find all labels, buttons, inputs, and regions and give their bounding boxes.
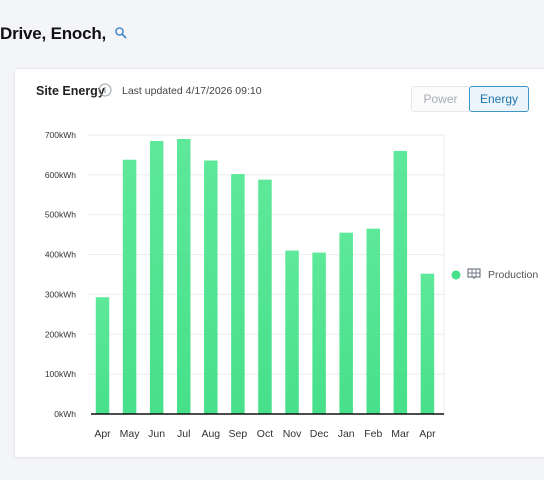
y-tick-label: 300kWh xyxy=(45,289,76,299)
x-tick-label: Feb xyxy=(364,428,382,440)
page-header: Drive, Enoch, xyxy=(0,22,106,46)
legend-marker xyxy=(451,270,461,280)
y-tick-label: 200kWh xyxy=(45,329,76,339)
site-title: Drive, Enoch, xyxy=(0,24,107,43)
x-tick-label: Sep xyxy=(229,428,248,440)
x-tick-label: Dec xyxy=(310,428,329,440)
bars-layer xyxy=(95,138,435,414)
bar-sep-5[interactable] xyxy=(231,174,245,414)
solar-panel-icon xyxy=(467,268,481,279)
y-tick-label: 500kWh xyxy=(45,210,76,220)
x-tick-label: Nov xyxy=(283,428,302,440)
bar-jun-2[interactable] xyxy=(149,140,164,414)
bar-jan-9[interactable] xyxy=(339,232,353,414)
bar-apr-0[interactable] xyxy=(95,297,110,414)
y-tick-label: 700kWh xyxy=(45,130,76,140)
y-tick-label: 100kWh xyxy=(45,369,76,379)
bar-aug-4[interactable] xyxy=(204,160,218,414)
y-tick-label: 600kWh xyxy=(45,170,76,180)
y-axis-ticks: 0kWh 100kWh 200kWh 300kWh 400kWh 500kWh 600kWh… xyxy=(45,130,76,419)
info-icon[interactable] xyxy=(98,83,112,97)
y-tick-label: 400kWh xyxy=(45,250,76,260)
bar-apr-12[interactable] xyxy=(420,273,435,414)
search-icon[interactable] xyxy=(114,26,128,40)
x-tick-label: Apr xyxy=(419,428,436,440)
site-energy-card: Site Energy Last updated 4/17/2026 09:10… xyxy=(14,68,544,458)
x-tick-label: Jun xyxy=(148,428,165,440)
bar-oct-6[interactable] xyxy=(258,179,272,414)
x-tick-label: Jan xyxy=(338,428,355,440)
bar-jul-3[interactable] xyxy=(176,138,191,414)
bar-dec-8[interactable] xyxy=(312,252,326,414)
energy-toggle-button[interactable]: Energy xyxy=(469,86,529,112)
x-tick-label: Mar xyxy=(391,428,410,440)
energy-bar-chart: 0kWh 100kWh 200kWh 300kWh 400kWh 500kWh 600kWh… xyxy=(45,130,539,440)
bar-feb-10[interactable] xyxy=(366,228,381,414)
y-tick-label: 0kWh xyxy=(54,409,76,419)
x-tick-label: Apr xyxy=(94,428,111,440)
legend: Production xyxy=(451,268,539,281)
power-toggle-button[interactable]: Power xyxy=(411,86,469,112)
x-axis-ticks: Apr May Jun Jul Aug Sep Oct Nov Dec Jan Feb Mar Apr xyxy=(94,428,436,440)
x-tick-label: Jul xyxy=(177,428,190,440)
legend-label: Production xyxy=(488,269,538,281)
bar-nov-7[interactable] xyxy=(285,250,299,414)
x-tick-label: Aug xyxy=(201,428,220,440)
power-energy-toggle: Power Energy xyxy=(411,86,529,112)
bar-mar-11[interactable] xyxy=(393,150,408,414)
card-title: Site Energy xyxy=(36,84,105,98)
last-updated-text: Last updated 4/17/2026 09:10 xyxy=(122,85,262,97)
x-tick-label: May xyxy=(120,428,141,440)
legend-item-production[interactable]: Production xyxy=(451,268,539,281)
x-tick-label: Oct xyxy=(257,428,273,440)
bar-may-1[interactable] xyxy=(122,159,137,414)
